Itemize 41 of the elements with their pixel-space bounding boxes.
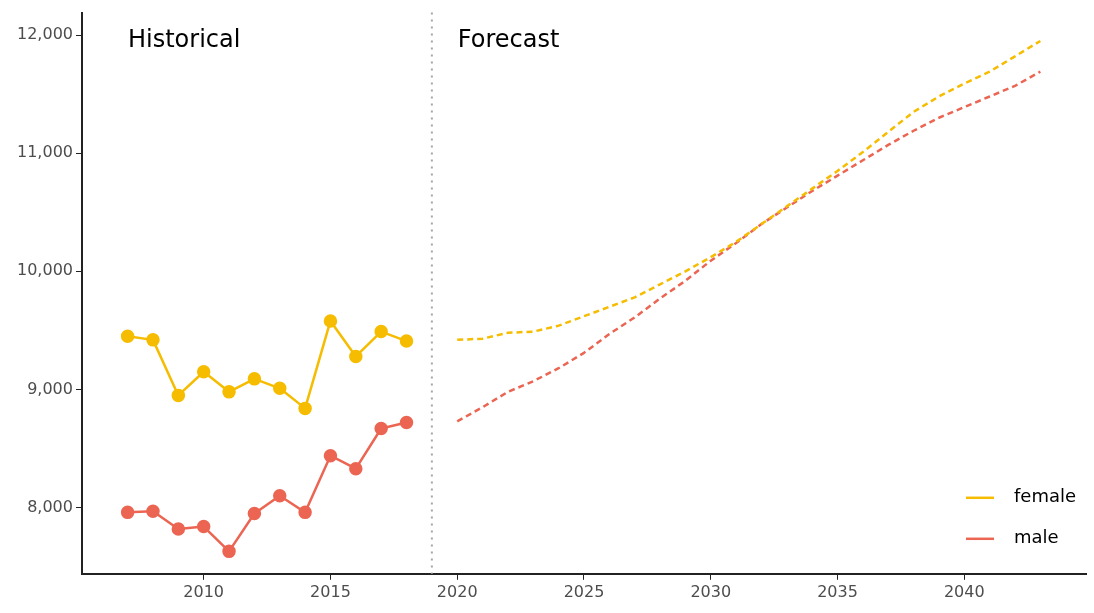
y-tick-label: 9,000 <box>27 378 73 398</box>
point <box>273 489 287 503</box>
point <box>171 522 186 536</box>
point <box>171 388 186 403</box>
y-tick-label: 11,000 <box>17 142 73 162</box>
point <box>399 334 414 348</box>
point <box>247 506 262 521</box>
point <box>247 372 262 386</box>
point <box>374 421 388 436</box>
point <box>222 385 236 399</box>
x-tick-label: 2015 <box>310 581 351 601</box>
point <box>349 461 363 476</box>
point <box>196 519 211 534</box>
point <box>120 329 135 344</box>
legend-label: male <box>1014 526 1059 548</box>
point <box>146 333 160 347</box>
x-tick-label: 2020 <box>436 581 478 601</box>
x-tick-label: 2030 <box>690 581 732 601</box>
point <box>273 381 287 396</box>
annotation: Forecast <box>457 24 560 53</box>
y-tick-label: 12,000 <box>17 24 73 44</box>
point <box>120 505 135 520</box>
x-tick-label: 2040 <box>943 581 985 601</box>
x-tick-label: 2025 <box>563 581 605 601</box>
x-tick-label: 2035 <box>817 581 858 601</box>
point <box>323 314 338 328</box>
annotation: Historical <box>127 24 241 53</box>
point <box>323 448 338 463</box>
point <box>374 324 388 339</box>
legend-label: female <box>1014 485 1077 507</box>
point <box>146 504 160 518</box>
y-tick-label: 10,000 <box>17 260 73 280</box>
point <box>196 365 211 379</box>
point <box>222 544 236 559</box>
y-tick-label: 8,000 <box>27 496 73 516</box>
point <box>349 349 363 364</box>
line-series <box>455 70 1042 423</box>
point <box>298 505 312 520</box>
point <box>298 401 312 416</box>
x-tick-label: 2010 <box>183 581 225 601</box>
point <box>399 415 414 430</box>
